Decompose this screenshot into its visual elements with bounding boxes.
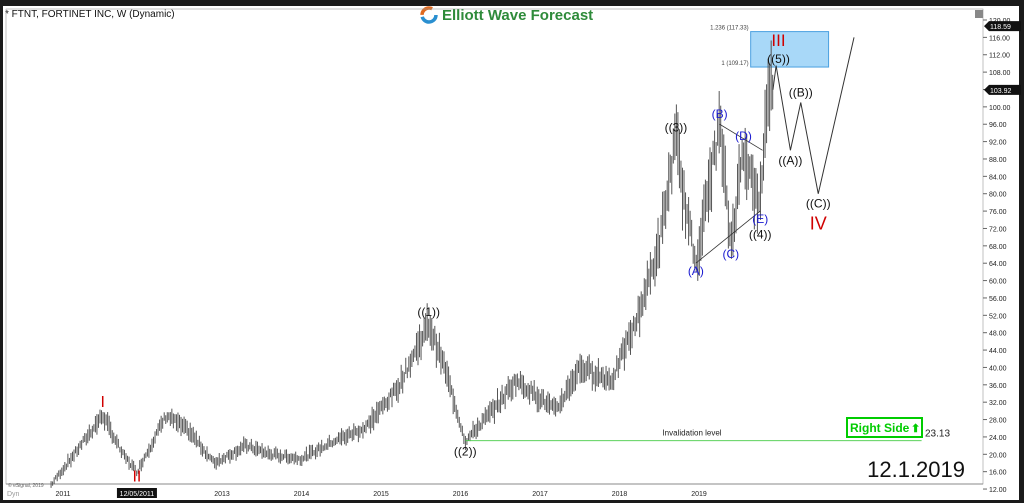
triangle-trendline (719, 123, 763, 151)
y-tick-label: 76.00 (989, 209, 1007, 216)
wave-label: (B) (712, 107, 728, 121)
wave-label: (D) (735, 129, 752, 143)
wave-label: ((B)) (789, 86, 813, 100)
brand-name: Elliott Wave Forecast (442, 6, 594, 24)
arrow-up-icon: ⬆ (911, 423, 920, 435)
y-tick-label: 16.00 (989, 470, 1007, 477)
wave-label: ((1)) (417, 305, 440, 319)
y-tick-label: 84.00 (989, 174, 1007, 181)
x-tick-label: 2016 (453, 491, 469, 498)
y-tick-label: 116.00 (989, 35, 1010, 42)
wave-label: (C) (722, 247, 739, 261)
x-tick-label: 2013 (214, 491, 230, 498)
y-tick-label: 56.00 (989, 296, 1007, 303)
price-marker (984, 84, 1021, 95)
y-tick-label: 80.00 (989, 192, 1007, 199)
right-side-badge (846, 417, 923, 438)
x-tick-label: 2015 (373, 491, 389, 498)
y-tick-label: 100.00 (989, 105, 1011, 112)
maximize-icon[interactable] (975, 10, 983, 18)
wave-label: ((C)) (806, 197, 831, 211)
wave-label: IV (810, 213, 827, 233)
price-marker-label: 118.59 (990, 24, 1011, 31)
wave-label: ((2)) (454, 444, 477, 458)
x-tick-label: 2017 (532, 491, 548, 498)
x-tick-label: 12/05/2011 (120, 491, 155, 498)
y-tick-label: 60.00 (989, 279, 1007, 286)
right-side-label: Right Side (850, 421, 910, 435)
y-tick-label: 36.00 (989, 383, 1007, 390)
wave-label: II (132, 469, 141, 486)
wave-label: ((5)) (767, 52, 790, 66)
dyn-label: Dyn (7, 491, 20, 498)
brand-logo: Elliott Wave Forecast (420, 6, 593, 24)
x-tick-label: 2011 (55, 491, 70, 498)
x-tick-label: 2019 (691, 491, 707, 498)
y-tick-label: 52.00 (989, 313, 1007, 320)
y-tick-label: 24.00 (989, 435, 1007, 442)
y-tick-label: 68.00 (989, 244, 1007, 251)
logo-icon (420, 6, 438, 24)
invalidation-label: Invalidation level (662, 429, 721, 438)
x-tick-label: 2014 (294, 491, 310, 498)
copyright: © eSignal, 2019 (8, 482, 44, 489)
y-tick-label: 44.00 (989, 348, 1007, 355)
y-tick-label: 112.00 (989, 53, 1010, 60)
x-tick-label: 2018 (612, 491, 628, 498)
triangle-trendline (695, 210, 761, 264)
price-marker (984, 21, 1021, 32)
y-tick-label: 64.00 (989, 261, 1007, 268)
y-tick-label: 40.00 (989, 365, 1007, 372)
fib-target-box (750, 31, 830, 68)
wave-label: (A) (688, 264, 704, 278)
fib-level-label: 1 (109.17) (721, 61, 748, 67)
y-tick-label: 28.00 (989, 418, 1007, 425)
cursor-date-box (116, 488, 157, 498)
fib-level-label: 1.236 (117.33) (710, 26, 749, 32)
y-tick-label: 96.00 (989, 122, 1007, 129)
wave-label: III (771, 31, 785, 50)
y-tick-label: 20.00 (989, 452, 1007, 459)
symbol-title: * FTNT, FORTINET INC, W (Dynamic) (5, 9, 175, 20)
wave-label: ((A)) (778, 153, 802, 167)
y-tick-label: 88.00 (989, 157, 1007, 164)
y-tick-label: 32.00 (989, 400, 1007, 407)
wave-label: ((3)) (665, 120, 688, 134)
y-tick-label: 72.00 (989, 226, 1007, 233)
wave-label: (E) (752, 212, 768, 226)
y-tick-label: 108.00 (989, 70, 1011, 77)
invalidation-value: 23.13 (925, 429, 950, 440)
y-tick-label: 12.00 (989, 487, 1007, 494)
wave-label: ((4)) (749, 227, 772, 241)
projection-path (772, 37, 855, 194)
y-tick-label: 92.00 (989, 140, 1007, 147)
date-stamp: 12.1.2019 (867, 457, 965, 482)
wave-label: I (101, 394, 105, 411)
y-tick-label: 48.00 (989, 331, 1007, 338)
price-marker-label: 103.92 (990, 88, 1012, 95)
